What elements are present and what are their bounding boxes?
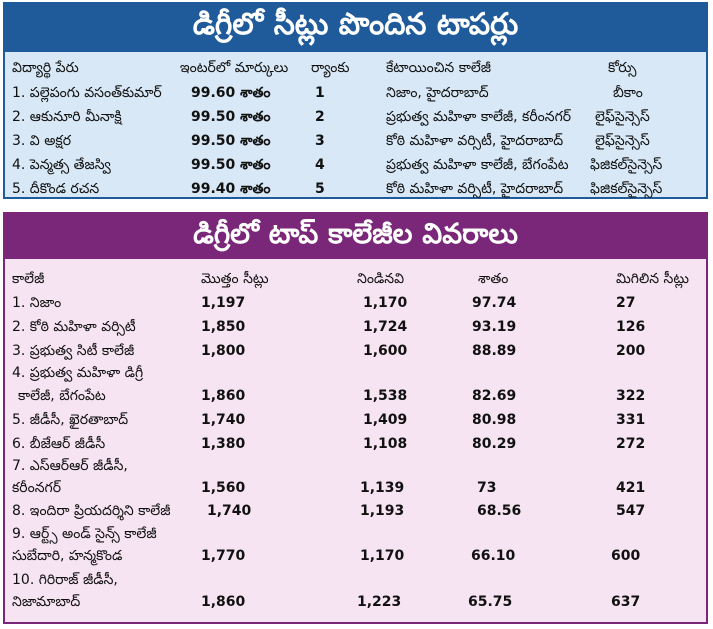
topper-rank: 4 (315, 157, 325, 173)
college-filled: 1,170 (360, 548, 405, 564)
college-percent: 80.29 (472, 436, 517, 452)
college-name-cont: నిజామాబాద్ (12, 594, 81, 610)
college-filled: 1,193 (360, 503, 405, 519)
topper-name: 3. వి అక్షర (12, 133, 72, 149)
topper-college: కోఠి మహిళా వర్సిటీ, హైదరాబాద్ (386, 133, 564, 149)
college-total: 1,850 (201, 319, 246, 335)
college-total: 1,800 (201, 343, 246, 359)
college-filled: 1,139 (360, 480, 405, 496)
college-remaining: 421 (616, 480, 646, 496)
header-student-name: విద్యార్థి పేరు (12, 60, 79, 76)
college-filled: 1,409 (363, 412, 408, 428)
college-total: 1,197 (201, 295, 246, 311)
header-rank: ర్యాంకు (311, 60, 350, 76)
college-percent: 73 (477, 480, 497, 496)
college-filled: 1,223 (357, 594, 402, 610)
college-percent: 65.75 (468, 594, 513, 610)
header-college: కాలేజీ (12, 271, 45, 287)
colleges-title: డిగ్రీలో టాప్ కాలేజీల వివరాలు (5, 214, 706, 259)
topper-course: ఫిజికల్‌సైన్సెస్ (590, 181, 663, 197)
topper-name: 2. ఆకునూరి మీనాక్షి (12, 109, 122, 125)
topper-course: లైఫ్‌సైన్సెస్ (595, 109, 650, 125)
topper-name: 1. పల్లెపంగు వసంత్‌కుమార్ (12, 85, 162, 101)
header-percent: శాతం (478, 271, 509, 287)
college-total: 1,860 (201, 594, 246, 610)
topper-marks: 99.50 శాతం (191, 109, 271, 125)
topper-rank: 5 (315, 181, 325, 197)
college-name: 3. ప్రభుత్వ సిటీ కాలేజీ (12, 343, 135, 359)
topper-course: లైఫ్‌సైన్సెస్ (595, 133, 650, 149)
topper-name: 4. పెన్మత్స తేజస్వి (12, 157, 111, 173)
topper-college: కోఠి మహిళా వర్సిటీ, హైదరాబాద్ (386, 181, 564, 197)
college-name: 6. బీజేఆర్ జీడీసీ (12, 436, 106, 452)
colleges-panel: డిగ్రీలో టాప్ కాలేజీల వివరాలు కాలేజీ మొత… (3, 212, 708, 624)
college-filled: 1,108 (363, 436, 408, 452)
college-filled: 1,600 (363, 343, 408, 359)
topper-marks: 99.50 శాతం (191, 157, 271, 173)
college-percent: 97.74 (472, 295, 517, 311)
college-name: 7. ఎస్ఆర్ఆర్ జీడీసీ, (12, 458, 128, 474)
topper-college: ప్రభుత్వ మహిళా కాలేజీ, బేగంపేట (386, 157, 569, 173)
topper-name: 5. దీకొండ రచన (12, 181, 100, 197)
college-name: 8. ఇందిరా ప్రియదర్శిని కాలేజీ (12, 503, 171, 519)
topper-rank: 2 (315, 109, 325, 125)
college-remaining: 272 (616, 436, 646, 452)
topper-marks: 99.50 శాతం (191, 133, 271, 149)
college-percent: 93.19 (472, 319, 517, 335)
header-total-seats: మొత్తం సీట్లు (201, 271, 269, 287)
college-remaining: 126 (616, 319, 646, 335)
college-name: 1. నిజాం (12, 295, 62, 311)
college-name: 10. గిరిరాజ్ జీడీసీ, (12, 572, 118, 588)
topper-college: నిజాం, హైదరాబాద్ (386, 85, 489, 101)
college-percent: 82.69 (472, 388, 517, 404)
college-remaining: 600 (611, 548, 641, 564)
topper-course: బీకాం (613, 85, 643, 101)
header-allotted-college: కేటాయించిన కాలేజీ (386, 60, 492, 76)
college-name-cont: కరీంనగర్ (12, 480, 61, 496)
header-remaining-seats: మిగిలిన సీట్లు (616, 271, 689, 287)
college-remaining: 322 (616, 388, 646, 404)
college-total: 1,740 (201, 412, 246, 428)
college-remaining: 200 (616, 343, 646, 359)
toppers-title: డిగ్రీలో సీట్లు పొందిన టాపర్లు (5, 4, 706, 52)
header-filled: నిండినవి (357, 271, 405, 287)
college-name: 5. జీడీసీ, ఖైరతాబాద్ (12, 412, 129, 428)
header-course: కోర్సు (608, 60, 637, 76)
header-inter-marks: ఇంటర్‌లో మార్కులు (180, 60, 289, 76)
college-remaining: 547 (616, 503, 646, 519)
college-total: 1,770 (201, 548, 246, 564)
college-remaining: 637 (611, 594, 641, 610)
college-filled: 1,724 (363, 319, 408, 335)
college-filled: 1,538 (363, 388, 408, 404)
topper-marks: 99.60 శాతం (191, 85, 271, 101)
college-remaining: 27 (616, 295, 636, 311)
college-name: 9. ఆర్ట్స్ అండ్ సైన్స్ కాలేజీ (12, 526, 157, 542)
college-total: 1,560 (201, 480, 246, 496)
college-total: 1,860 (201, 388, 246, 404)
college-name-cont: కాలేజీ, బేగంపేట (18, 388, 106, 404)
toppers-panel: డిగ్రీలో సీట్లు పొందిన టాపర్లు విద్యార్థ… (3, 2, 708, 199)
college-total: 1,740 (207, 503, 252, 519)
college-remaining: 331 (616, 412, 646, 428)
college-percent: 88.89 (472, 343, 517, 359)
college-name-cont: సుబేదారి, హన్మకొండ (12, 548, 123, 564)
topper-college: ప్రభుత్వ మహిళా కాలేజీ, కరీంనగర్ (386, 109, 572, 125)
topper-marks: 99.40 శాతం (191, 181, 271, 197)
college-name: 2. కోఠి మహిళా వర్సిటీ (12, 319, 136, 335)
topper-rank: 3 (315, 133, 325, 149)
topper-rank: 1 (315, 85, 325, 101)
college-percent: 68.56 (477, 503, 522, 519)
college-name: 4. ప్రభుత్వ మహిళా డిగ్రీ (12, 365, 144, 381)
college-filled: 1,170 (363, 295, 408, 311)
college-percent: 80.98 (472, 412, 517, 428)
college-total: 1,380 (201, 436, 246, 452)
topper-course: ఫిజికల్‌సైన్సెస్ (590, 157, 663, 173)
college-percent: 66.10 (471, 548, 516, 564)
